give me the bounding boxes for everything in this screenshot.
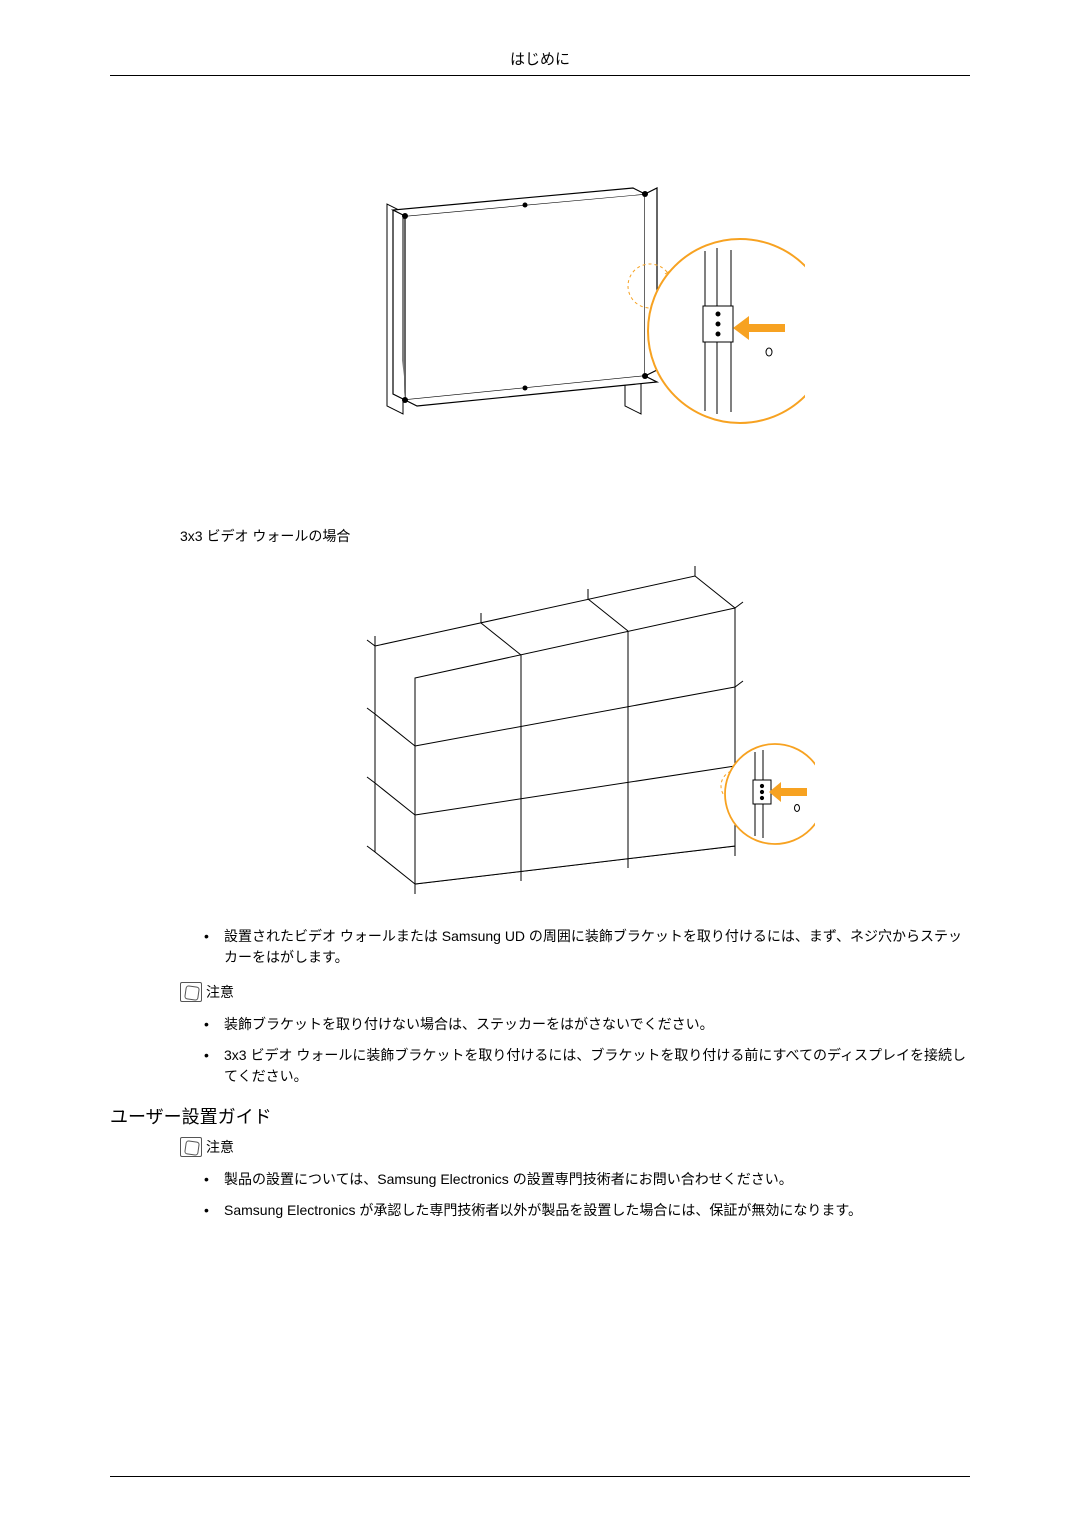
note-icon [180, 1137, 202, 1157]
figure2-caption: 3x3 ビデオ ウォールの場合 [180, 526, 970, 546]
list-item: 3x3 ビデオ ウォールに装飾ブラケットを取り付けるには、ブラケットを取り付ける… [200, 1045, 970, 1087]
note-block-1: 注意 [180, 982, 970, 1002]
note-block-2: 注意 [180, 1137, 970, 1157]
note-label: 注意 [206, 982, 234, 1002]
figure-3x3-wall-svg [335, 556, 815, 896]
page-header: はじめに [110, 48, 970, 76]
bullets-main: 設置されたビデオ ウォールまたは Samsung UD の周囲に装飾ブラケットを… [180, 926, 970, 968]
bullets-note2: 製品の設置については、Samsung Electronics の設置専門技術者に… [180, 1169, 970, 1221]
bullets-note1: 装飾ブラケットを取り付けない場合は、ステッカーをはがさないでください。 3x3 … [180, 1014, 970, 1087]
footer-rule [110, 1476, 970, 1477]
list-item: 設置されたビデオ ウォールまたは Samsung UD の周囲に装飾ブラケットを… [200, 926, 970, 968]
list-item: Samsung Electronics が承認した専門技術者以外が製品を設置した… [200, 1200, 970, 1221]
page-content: 3x3 ビデオ ウォールの場合 [180, 156, 970, 1221]
figure-single-panel [345, 156, 805, 496]
figure-3x3-wall [335, 556, 815, 896]
section-heading: ユーザー設置ガイド [110, 1103, 970, 1129]
note-icon [180, 982, 202, 1002]
list-item: 装飾ブラケットを取り付けない場合は、ステッカーをはがさないでください。 [200, 1014, 970, 1035]
list-item: 製品の設置については、Samsung Electronics の設置専門技術者に… [200, 1169, 970, 1190]
note-label: 注意 [206, 1137, 234, 1157]
page-header-title: はじめに [510, 51, 570, 68]
figure-single-panel-svg [345, 156, 805, 496]
